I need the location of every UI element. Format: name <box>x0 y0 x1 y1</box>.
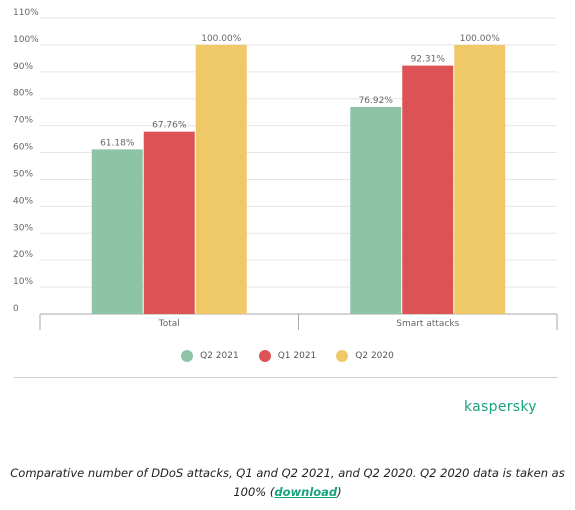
bar-q2-2020 <box>454 44 506 315</box>
bar-q2-2020 <box>195 44 247 315</box>
y-tick-label: 70% <box>13 116 33 126</box>
legend-swatch-q1-2021 <box>258 350 271 362</box>
category-label: Smart attacks <box>396 319 459 329</box>
bar-q2-2021 <box>91 149 143 314</box>
data-label: 100.00% <box>201 34 241 44</box>
category-label: Total <box>158 319 180 329</box>
divider <box>14 377 558 378</box>
y-tick-label: 40% <box>13 196 33 206</box>
y-tick-label: 30% <box>13 223 33 233</box>
y-tick-label: 60% <box>13 143 33 153</box>
legend-swatch-q2-2020 <box>336 350 349 362</box>
figure-caption: Comparative number of DDoS attacks, Q1 a… <box>10 464 565 502</box>
download-link[interactable]: download <box>274 485 338 499</box>
legend-label-q2-2020: Q2 2020 <box>355 351 394 361</box>
caption-text: Comparative number of DDoS attacks, Q1 a… <box>10 466 565 499</box>
y-tick-label: 110% <box>13 8 39 18</box>
data-label: 76.92% <box>359 96 394 106</box>
y-tick-label: 50% <box>13 169 33 179</box>
y-tick-label: 0 <box>13 304 19 314</box>
legend-item-q2-2020[interactable]: Q2 2020 <box>336 350 394 362</box>
data-label: 92.31% <box>411 55 446 65</box>
y-tick-label: 10% <box>13 277 33 287</box>
data-label: 100.00% <box>460 34 500 44</box>
y-tick-label: 20% <box>13 250 33 260</box>
legend: Q2 2021 Q1 2021 Q2 2020 <box>0 350 575 362</box>
caption-end: ) <box>337 485 342 499</box>
y-tick-label: 80% <box>13 89 33 99</box>
legend-label-q2-2021: Q2 2021 <box>200 351 239 361</box>
legend-item-q2-2021[interactable]: Q2 2021 <box>181 350 239 362</box>
legend-item-q1-2021[interactable]: Q1 2021 <box>258 350 317 362</box>
data-label: 61.18% <box>100 138 135 148</box>
bar-chart: 0 10% 20% 30% 40% 50% 60% 70% 80% 90% 100% 110% 61.1… <box>13 8 558 330</box>
legend-label-q1-2021: Q1 2021 <box>277 351 317 361</box>
bar-q2-2021 <box>350 107 402 314</box>
bar-q1-2021 <box>143 131 195 314</box>
kaspersky-logo: kaspersky <box>464 399 537 415</box>
data-label: 67.76% <box>152 121 187 131</box>
y-tick-label: 100% <box>13 35 39 45</box>
bar-q1-2021 <box>402 65 454 315</box>
y-tick-label: 90% <box>13 62 33 72</box>
legend-swatch-q2-2021 <box>181 350 194 362</box>
